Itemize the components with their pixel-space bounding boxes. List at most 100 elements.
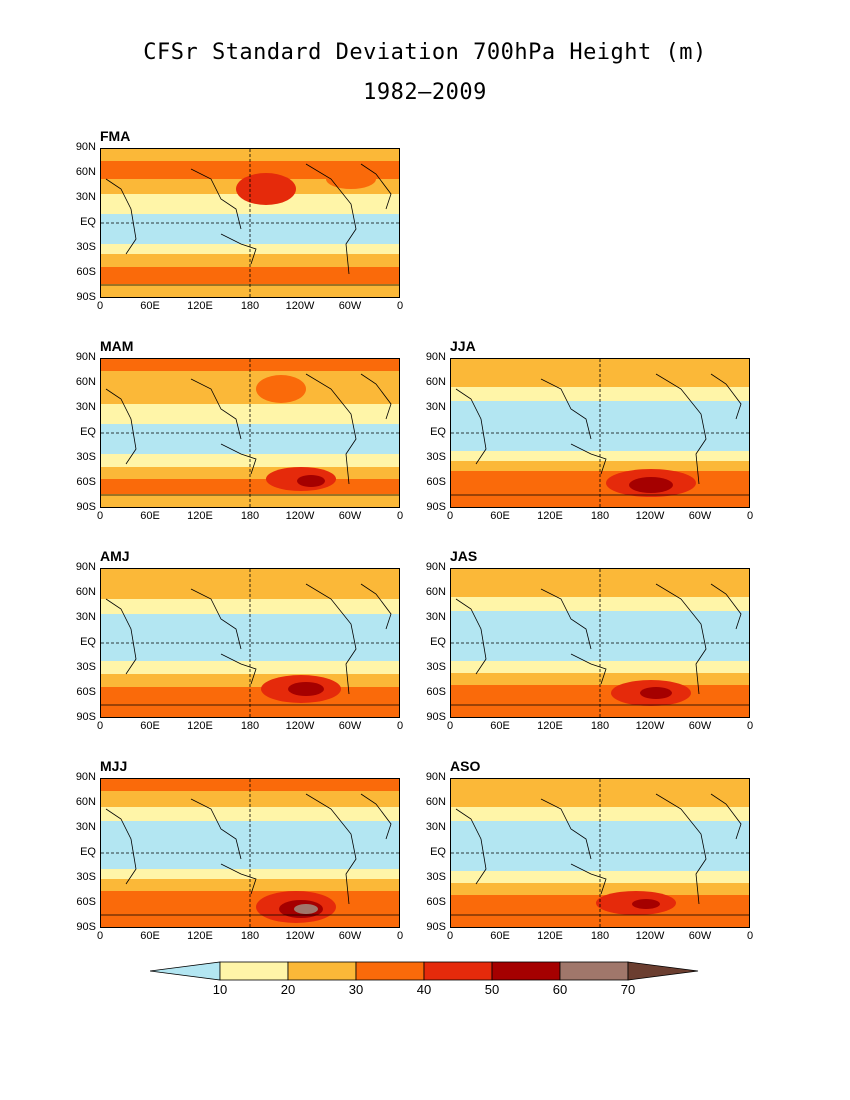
lat-tick-label: 30S xyxy=(76,871,96,883)
lat-tick-label: EQ xyxy=(80,846,96,858)
panel-jja: JJA xyxy=(450,338,850,528)
field-maximum xyxy=(294,904,318,914)
lon-tick-label: 60W xyxy=(338,300,362,312)
lat-tick-label: 60S xyxy=(426,686,446,698)
lon-tick-label: 0 xyxy=(446,720,454,732)
field-band xyxy=(451,685,749,700)
coastline xyxy=(190,798,242,860)
lat-tick-label: 90N xyxy=(75,351,96,363)
coastline xyxy=(455,808,487,885)
lat-tick-label: 90S xyxy=(76,921,96,933)
colorbar-swatch xyxy=(559,961,629,981)
lat-tick-label: EQ xyxy=(430,426,446,438)
field-maximum xyxy=(236,173,296,205)
lon-tick-label: 0 xyxy=(746,510,754,522)
lon-tick-label: 0 xyxy=(446,930,454,942)
lon-tick-label: 60E xyxy=(490,720,510,732)
lon-tick-label: 180 xyxy=(590,720,610,732)
colorbar-swatch xyxy=(355,961,425,981)
lon-tick-label: 0 xyxy=(746,720,754,732)
lat-tick-label: 30S xyxy=(426,871,446,883)
lon-tick-label: 0 xyxy=(396,300,404,312)
coastline xyxy=(190,588,242,650)
lon-tick-label: 60E xyxy=(140,930,160,942)
coastline xyxy=(655,583,707,695)
map-aso xyxy=(450,778,750,928)
coastline xyxy=(455,598,487,675)
field-band xyxy=(451,661,749,674)
colorbar-level-label: 60 xyxy=(552,982,568,997)
lon-tick-label: 120E xyxy=(537,930,563,942)
coastline xyxy=(570,443,607,475)
panel-mjj: MJJ xyxy=(100,758,500,948)
lon-tick-label: 180 xyxy=(590,930,610,942)
field-band xyxy=(451,909,749,927)
panel-label: MAM xyxy=(100,338,134,354)
lon-tick-label: 120E xyxy=(537,720,563,732)
lat-tick-label: 30S xyxy=(426,661,446,673)
lat-tick-label: 90N xyxy=(75,561,96,573)
colorbar-swatches xyxy=(149,961,699,981)
coastline xyxy=(710,373,742,420)
field-band xyxy=(101,905,399,920)
lat-tick-label: 30S xyxy=(76,661,96,673)
colorbar-under-arrow xyxy=(149,961,221,981)
field-maximum xyxy=(256,375,306,403)
lat-tick-label: 90S xyxy=(76,291,96,303)
lon-tick-label: 120W xyxy=(285,930,315,942)
lat-tick-label: 60S xyxy=(426,476,446,488)
lat-tick-label: 30N xyxy=(75,401,96,413)
panel-fma: FMA xyxy=(100,128,500,318)
coastline xyxy=(360,373,392,420)
lon-tick-label: 0 xyxy=(96,300,104,312)
colorbar-level-label: 30 xyxy=(348,982,364,997)
coastline xyxy=(190,378,242,440)
lon-tick-label: 120W xyxy=(635,720,665,732)
coastline xyxy=(655,793,707,905)
colorbar-level-label: 40 xyxy=(416,982,432,997)
lat-tick-label: 60S xyxy=(76,476,96,488)
lon-tick-label: 0 xyxy=(96,930,104,942)
map-jja xyxy=(450,358,750,508)
panel-label: FMA xyxy=(100,128,131,144)
coastline xyxy=(105,808,137,885)
coastline xyxy=(570,863,607,895)
field-band xyxy=(101,919,399,927)
panel-jas: JAS xyxy=(450,548,850,738)
panel-label: AMJ xyxy=(100,548,130,564)
lon-tick-label: 120E xyxy=(187,510,213,522)
coastline xyxy=(305,583,357,695)
lat-tick-label: 90S xyxy=(426,921,446,933)
lon-tick-label: 60E xyxy=(140,510,160,522)
field-maximum xyxy=(632,899,660,909)
lat-tick-label: 30S xyxy=(426,451,446,463)
lon-tick-label: 60W xyxy=(338,930,362,942)
lat-tick-label: 90S xyxy=(76,711,96,723)
lon-tick-label: 120E xyxy=(187,930,213,942)
lat-tick-label: 90S xyxy=(426,711,446,723)
panel-label: JAS xyxy=(450,548,478,564)
coastline xyxy=(305,793,357,905)
lon-tick-label: 60E xyxy=(490,930,510,942)
panel-label: ASO xyxy=(450,758,481,774)
colorbar-swatch xyxy=(423,961,493,981)
lon-tick-label: 60W xyxy=(338,510,362,522)
coastline xyxy=(570,653,607,685)
lat-tick-label: 30N xyxy=(425,821,446,833)
coastline xyxy=(540,798,592,860)
panel-mam: MAM xyxy=(100,338,500,528)
lon-tick-label: 120W xyxy=(285,300,315,312)
lon-tick-label: 120E xyxy=(187,720,213,732)
coastline xyxy=(360,163,392,210)
lat-tick-label: 90S xyxy=(76,501,96,513)
lon-tick-label: 60W xyxy=(688,510,712,522)
lat-tick-label: 60N xyxy=(75,376,96,388)
lon-tick-label: 180 xyxy=(240,300,260,312)
panel-amj: AMJ xyxy=(100,548,500,738)
coastline xyxy=(360,583,392,630)
lat-tick-label: 30N xyxy=(75,611,96,623)
lon-tick-label: 0 xyxy=(396,510,404,522)
field-band xyxy=(101,891,399,906)
field-band xyxy=(101,661,399,675)
lon-tick-label: 0 xyxy=(96,720,104,732)
